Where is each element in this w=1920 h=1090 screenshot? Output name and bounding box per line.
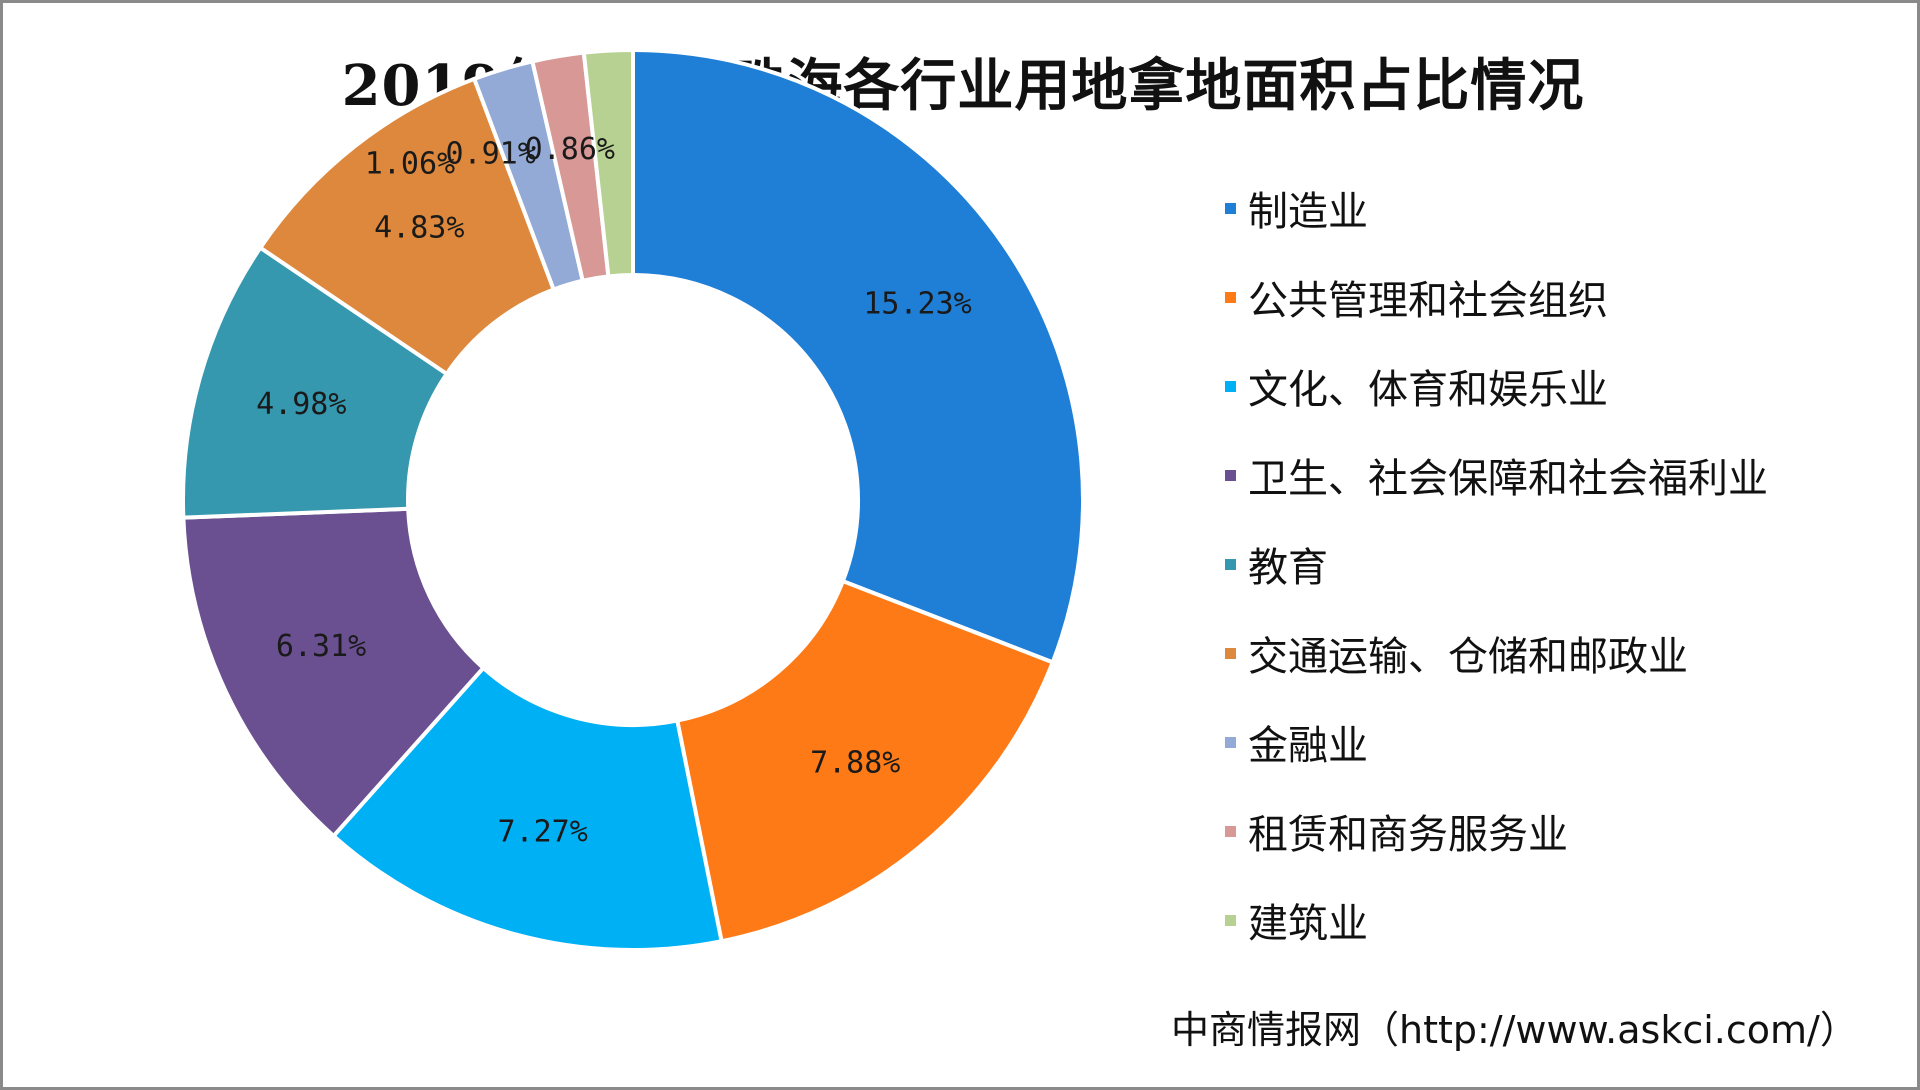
legend-item: 交通运输、仓储和邮政业	[1225, 625, 1688, 681]
slice-data-label: 4.98%	[256, 387, 346, 422]
donut-chart: 15.23% 7.88% 7.27% 6.31% 4.98% 4.83% 1.06%0.91…	[181, 47, 1085, 952]
legend-swatch	[1225, 825, 1236, 837]
source-credit: 中商情报网（http://www.askci.com/）	[1171, 1008, 1858, 1052]
legend-swatch	[1225, 914, 1236, 926]
donut-slice	[330, 665, 724, 952]
slice-data-label: 0.91%	[445, 136, 535, 171]
legend-swatch	[1225, 647, 1236, 659]
legend-label: 卫生、社会保障和社会福利业	[1248, 456, 1768, 502]
legend-label: 交通运输、仓储和邮政业	[1248, 634, 1688, 680]
donut-slice	[631, 47, 1085, 665]
legend-label: 制造业	[1248, 189, 1368, 235]
slice-data-label: 15.23%	[863, 286, 971, 321]
legend-label: 公共管理和社会组织	[1248, 278, 1608, 324]
legend-label: 教育	[1248, 545, 1328, 591]
slice-data-label: 1.06%	[365, 146, 455, 181]
legend-swatch	[1225, 202, 1236, 214]
slice-data-label: 7.88%	[810, 745, 900, 780]
legend-item: 制造业	[1225, 180, 1368, 236]
legend-item: 公共管理和社会组织	[1225, 269, 1608, 325]
legend-label: 租赁和商务服务业	[1248, 812, 1568, 858]
legend-label: 建筑业	[1248, 901, 1368, 947]
legend-item: 租赁和商务服务业	[1225, 803, 1568, 859]
slice-data-label: 0.86%	[525, 132, 615, 167]
legend-label: 文化、体育和娱乐业	[1248, 367, 1608, 413]
legend-swatch	[1225, 469, 1236, 481]
legend-item: 卫生、社会保障和社会福利业	[1225, 447, 1768, 503]
slice-data-label: 6.31%	[276, 629, 366, 664]
legend-item: 教育	[1225, 536, 1328, 592]
legend-item: 金融业	[1225, 714, 1368, 770]
donut-slice	[581, 47, 635, 279]
donut-slice	[181, 506, 487, 839]
donut-slice	[181, 244, 450, 520]
slice-data-label: 4.83%	[374, 211, 464, 246]
donut-slice	[674, 578, 1056, 944]
legend-item: 文化、体育和娱乐业	[1225, 358, 1608, 414]
legend-swatch	[1225, 736, 1236, 748]
legend-swatch	[1225, 380, 1236, 392]
legend-swatch	[1225, 291, 1236, 303]
slice-data-label: 7.27%	[498, 814, 588, 849]
legend-label: 金融业	[1248, 723, 1368, 769]
legend-swatch	[1225, 558, 1236, 570]
legend-item: 建筑业	[1225, 892, 1368, 948]
